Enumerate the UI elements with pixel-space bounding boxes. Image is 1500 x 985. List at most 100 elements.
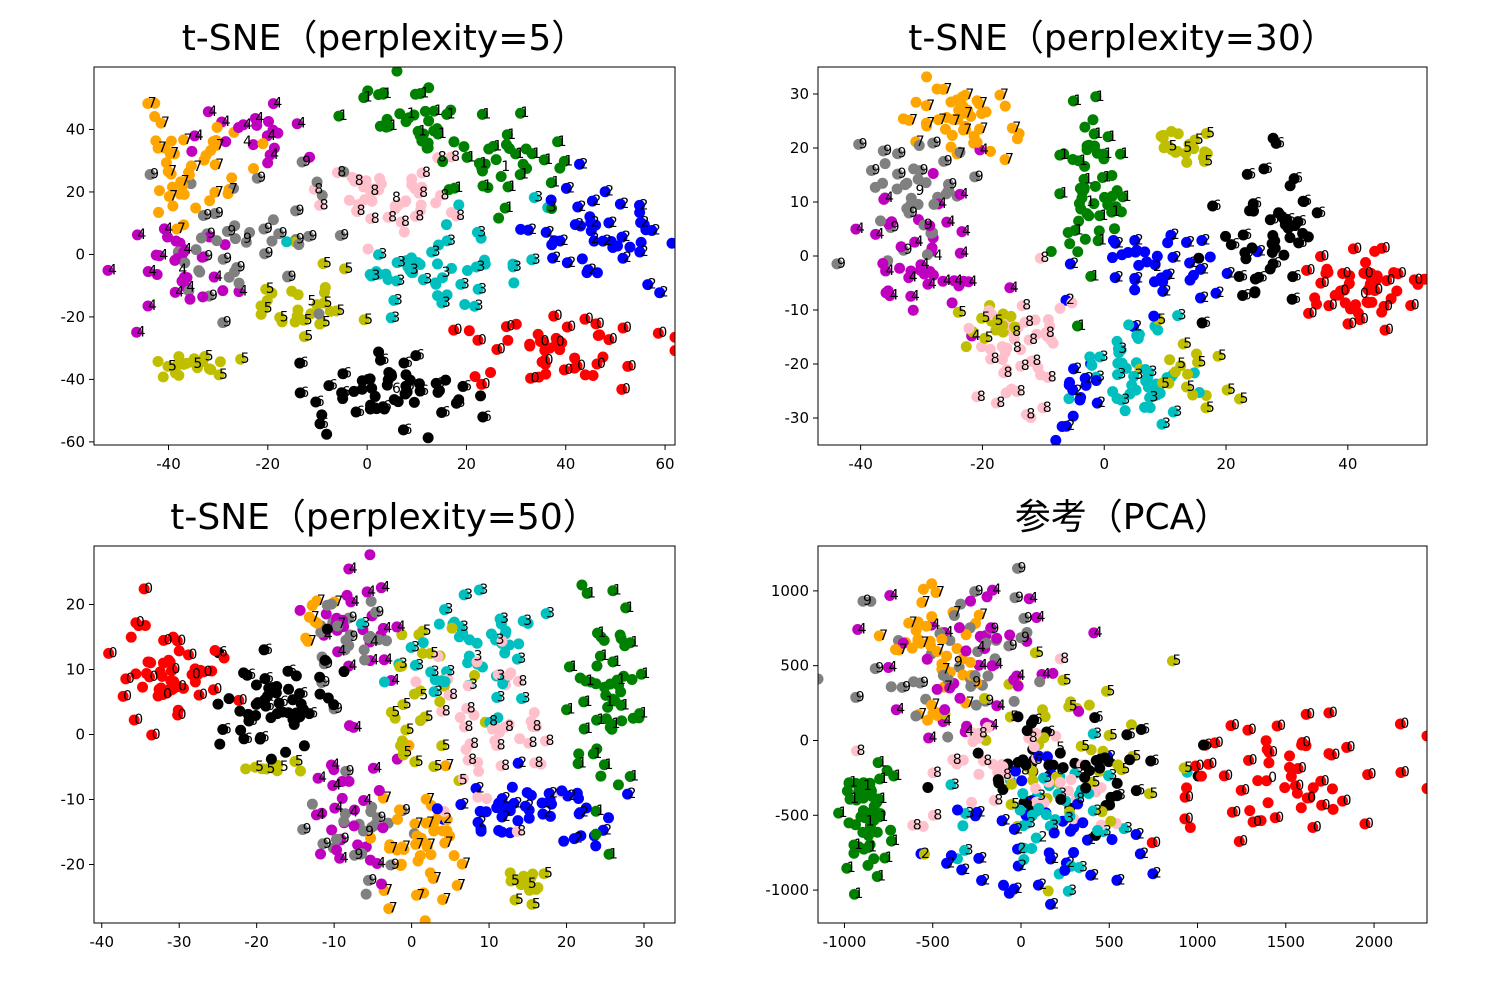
point-label-digit-8: 8 bbox=[468, 752, 477, 768]
point-digit-8 bbox=[430, 197, 442, 209]
x-tick-label: -500 bbox=[916, 933, 950, 951]
point-label-digit-5: 5 bbox=[1169, 138, 1178, 154]
point-label-digit-2: 2 bbox=[982, 873, 991, 889]
point-label-digit-6: 6 bbox=[1034, 752, 1043, 768]
points-layer bbox=[103, 549, 647, 923]
point-digit-6 bbox=[1249, 286, 1261, 298]
point-digit-5 bbox=[317, 258, 329, 270]
point-label-digit-1: 1 bbox=[640, 706, 649, 722]
point-label-digit-6: 6 bbox=[1264, 161, 1273, 177]
point-digit-0 bbox=[1233, 835, 1245, 847]
point-label-digit-4: 4 bbox=[108, 262, 117, 278]
point-digit-1 bbox=[590, 828, 602, 840]
point-digit-4 bbox=[909, 236, 921, 248]
point-digit-0 bbox=[173, 645, 185, 657]
point-label-digit-2: 2 bbox=[1134, 319, 1143, 335]
point-digit-7 bbox=[248, 162, 260, 174]
point-digit-2 bbox=[1010, 765, 1022, 777]
y-tick-label: -30 bbox=[785, 409, 810, 427]
point-digit-1 bbox=[482, 181, 494, 193]
point-label-digit-9: 9 bbox=[391, 857, 400, 873]
point-digit-1 bbox=[855, 811, 867, 823]
point-label-digit-2: 2 bbox=[1201, 290, 1210, 306]
point-label-digit-3: 3 bbox=[548, 200, 557, 216]
point-digit-3 bbox=[1073, 862, 1085, 874]
point-label-digit-9: 9 bbox=[1009, 638, 1018, 654]
point-digit-4 bbox=[884, 589, 896, 601]
point-label-digit-3: 3 bbox=[447, 664, 456, 680]
point-digit-9 bbox=[369, 633, 381, 645]
point-digit-7 bbox=[945, 96, 957, 108]
point-label-digit-0: 0 bbox=[577, 358, 586, 374]
point-label-digit-8: 8 bbox=[856, 743, 865, 759]
point-digit-0 bbox=[130, 668, 142, 680]
point-digit-4 bbox=[985, 622, 997, 634]
point-label-digit-2: 2 bbox=[461, 797, 470, 813]
point-digit-4 bbox=[1088, 627, 1100, 639]
point-label-digit-8: 8 bbox=[370, 183, 379, 199]
point-label-digit-8: 8 bbox=[977, 389, 986, 405]
point-digit-6 bbox=[1267, 132, 1279, 144]
point-digit-7 bbox=[921, 71, 933, 83]
point-digit-6 bbox=[234, 705, 246, 717]
point-label-digit-8: 8 bbox=[1003, 767, 1012, 783]
point-digit-3 bbox=[1167, 406, 1179, 418]
point-label-digit-1: 1 bbox=[483, 178, 492, 194]
point-label-digit-2: 2 bbox=[502, 791, 511, 807]
point-labels-layer: 7941555602283529246100003362678197072868… bbox=[837, 81, 1423, 434]
point-digit-6 bbox=[280, 746, 292, 758]
point-digit-3 bbox=[429, 674, 441, 686]
point-digit-6 bbox=[1196, 317, 1208, 329]
point-label-digit-2: 2 bbox=[1014, 821, 1023, 837]
point-digit-5 bbox=[1105, 815, 1117, 827]
point-label-digit-3: 3 bbox=[1068, 883, 1077, 899]
point-digit-8 bbox=[511, 825, 523, 837]
point-label-digit-1: 1 bbox=[612, 716, 621, 732]
point-digit-3 bbox=[426, 246, 438, 258]
point-digit-0 bbox=[491, 344, 503, 356]
point-digit-2 bbox=[1184, 257, 1196, 269]
point-digit-8 bbox=[400, 195, 412, 207]
point-label-digit-1: 1 bbox=[1096, 89, 1105, 105]
point-digit-6 bbox=[238, 733, 250, 745]
point-digit-0 bbox=[1218, 770, 1230, 782]
point-digit-9 bbox=[850, 691, 862, 703]
point-label-digit-1: 1 bbox=[630, 769, 639, 785]
point-digit-4 bbox=[291, 118, 303, 130]
point-label-digit-8: 8 bbox=[505, 719, 514, 735]
point-digit-8 bbox=[1054, 653, 1066, 665]
point-label-digit-3: 3 bbox=[442, 265, 451, 281]
point-label-digit-4: 4 bbox=[178, 262, 187, 278]
point-digit-3 bbox=[433, 239, 445, 251]
point-label-digit-7: 7 bbox=[334, 594, 343, 610]
point-label-digit-7: 7 bbox=[177, 221, 186, 237]
point-label-digit-4: 4 bbox=[1042, 666, 1051, 682]
point-digit-1 bbox=[1092, 235, 1104, 247]
point-label-digit-9: 9 bbox=[296, 203, 305, 219]
point-digit-7 bbox=[306, 599, 318, 611]
point-digit-1 bbox=[400, 116, 412, 128]
point-label-digit-4: 4 bbox=[148, 298, 157, 314]
point-digit-6 bbox=[1284, 180, 1296, 192]
point-digit-6 bbox=[401, 386, 413, 398]
point-label-digit-5: 5 bbox=[430, 646, 439, 662]
y-tick-label: -1000 bbox=[765, 881, 809, 899]
point-digit-0 bbox=[551, 338, 563, 350]
point-label-digit-6: 6 bbox=[383, 399, 392, 415]
point-label-digit-6: 6 bbox=[1303, 193, 1312, 209]
point-digit-2 bbox=[1081, 834, 1093, 846]
point-digit-9 bbox=[366, 821, 378, 833]
points-layer bbox=[818, 562, 1427, 910]
point-label-digit-1: 1 bbox=[507, 127, 516, 143]
point-label-digit-1: 1 bbox=[850, 791, 859, 807]
point-digit-7 bbox=[931, 83, 943, 95]
point-label-digit-0: 0 bbox=[567, 319, 576, 335]
point-digit-2 bbox=[574, 158, 586, 170]
point-label-digit-5: 5 bbox=[364, 312, 373, 328]
point-label-digit-1: 1 bbox=[1073, 93, 1082, 109]
point-digit-6 bbox=[273, 697, 285, 709]
point-label-digit-1: 1 bbox=[600, 648, 609, 664]
point-digit-9 bbox=[183, 285, 195, 297]
point-digit-1 bbox=[1093, 225, 1105, 237]
subplot-3: t-SNE（perplexity=50）06994775553812200373… bbox=[61, 497, 676, 951]
